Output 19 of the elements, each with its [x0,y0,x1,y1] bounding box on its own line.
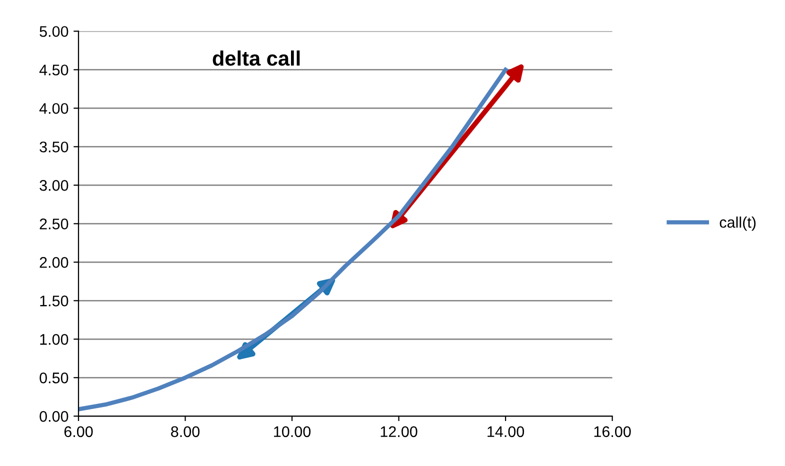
y-tick-label: 2.00 [40,257,68,268]
x-tick-label: 16.00 [594,426,631,438]
x-tick-label: 10.00 [274,426,311,438]
y-tick-label: 1.00 [40,334,68,345]
y-tick-label: 0.00 [40,411,68,422]
x-tick-label: 12.00 [380,426,418,438]
y-tick-label: 5.00 [40,26,68,37]
y-tick-label: 3.50 [40,142,68,152]
legend-label: call(t) [720,216,756,231]
x-tick-label: 14.00 [488,426,524,438]
y-tick-label: 4.50 [39,64,68,76]
y-tick-label: 2.50 [40,218,68,230]
x-tick-label: 8.00 [171,426,200,438]
y-tick-label: 1.50 [40,296,68,306]
text: delta call [212,50,300,66]
y-tick-label: 4.00 [39,103,68,114]
y-tick-label: 0.50 [40,372,68,384]
y-tick-label: 3.00 [40,180,68,191]
x-tick-label: 6.00 [64,426,93,438]
